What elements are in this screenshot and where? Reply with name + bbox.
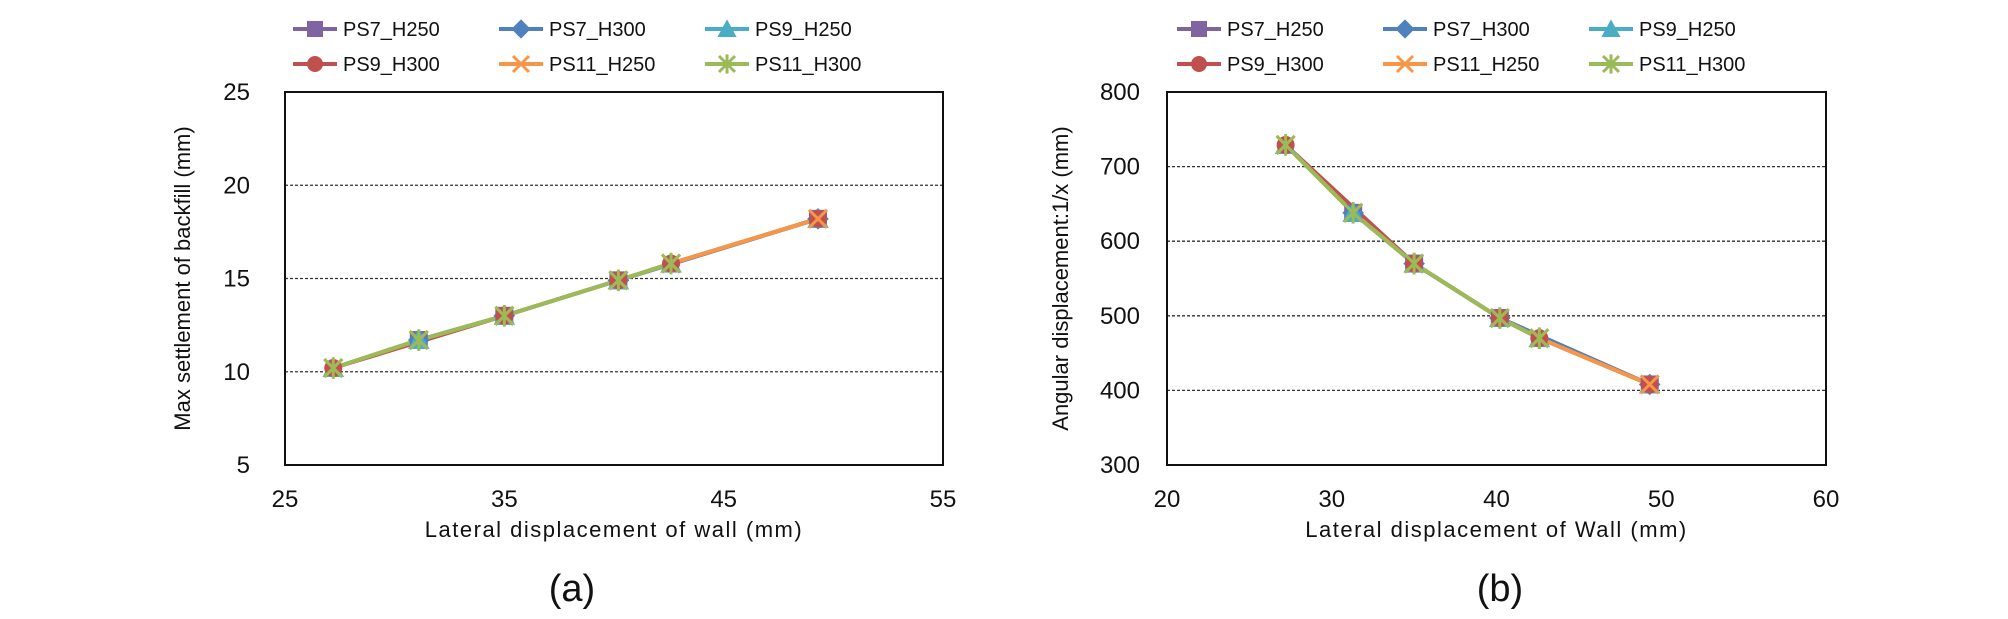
legend-label: PS11_H250 (1433, 54, 1539, 76)
series-line-ps7_h250 (1351, 211, 1651, 387)
legend-entry-ps11_h300: PS11_H300 (1589, 54, 1745, 76)
x-tick-label: 45 (710, 486, 737, 513)
legend-marker (1191, 56, 1207, 72)
chart-caption: (b) (1477, 568, 1523, 610)
legend-label: PS11_H300 (1639, 54, 1745, 76)
legend-entry-ps9_h300: PS9_H300 (1177, 54, 1324, 76)
legend-label: PS9_H250 (1639, 19, 1736, 41)
x-axis-label: Lateral displacement of wall (mm) (425, 517, 803, 542)
legend-entry-ps11_h250: PS11_H250 (499, 54, 655, 76)
x-tick-label: 60 (1813, 486, 1840, 513)
data-point-ps11_h300 (608, 269, 629, 292)
legend-marker (307, 21, 323, 37)
plot-frame (284, 91, 944, 466)
y-tick-label: 5 (237, 452, 250, 479)
y-tick-label: 700 (1100, 154, 1140, 181)
chart-a: 5 10 15 20 25 25 35 45 55 Lateral displacement of… (170, 19, 956, 610)
legend-entry-ps9_h250: PS9_H250 (705, 19, 852, 41)
series-line-ps11_h250 (1284, 143, 1651, 387)
legend-marker (717, 19, 737, 37)
legend-entry-ps11_h250: PS11_H250 (1383, 54, 1539, 76)
data-point-ps11_h300 (1404, 252, 1425, 275)
y-tick-label: 10 (223, 359, 250, 386)
data-point-ps11_h300 (1489, 307, 1510, 329)
series-line-ps7_h300 (1351, 211, 1651, 387)
legend-entry-ps11_h300: PS11_H300 (705, 54, 861, 76)
y-tick-label: 600 (1100, 228, 1140, 255)
legend-entry-ps9_h300: PS9_H300 (293, 54, 440, 76)
legend-label: PS9_H300 (1227, 54, 1324, 76)
data-point-ps11_h250 (1639, 374, 1660, 395)
y-tick-label: 300 (1100, 452, 1140, 479)
legend-entry-ps7_h300: PS7_H300 (1383, 19, 1530, 41)
data-point-ps11_h300 (323, 357, 344, 379)
legend-label: PS7_H250 (343, 19, 440, 41)
data-point-ps11_h300 (494, 305, 515, 327)
y-axis-label: Max settlement of backfill (mm) (170, 126, 195, 430)
x-tick-label: 20 (1154, 486, 1181, 513)
data-point-ps11_h300 (1275, 134, 1296, 156)
legend-label: PS11_H300 (755, 54, 861, 76)
plot-frame (1166, 91, 1827, 466)
series-line-ps9_h250 (1284, 143, 1651, 387)
legend-label: PS7_H300 (549, 19, 646, 41)
legend-entry-ps7_h250: PS7_H250 (293, 19, 440, 41)
x-tick-label: 50 (1648, 486, 1675, 513)
legend-marker (1601, 19, 1621, 37)
legend-entry-ps9_h250: PS9_H250 (1589, 19, 1736, 41)
y-axis-label: Angular displacement:1/x (mm) (1048, 126, 1073, 430)
x-tick-label: 35 (491, 486, 518, 513)
legend-label: PS7_H300 (1433, 19, 1530, 41)
x-tick-label: 25 (272, 486, 299, 513)
y-tick-label: 20 (223, 172, 250, 199)
data-point-ps11_h300 (660, 252, 682, 275)
data-point-ps11_h300 (1343, 202, 1364, 224)
y-tick-label: 800 (1100, 79, 1140, 106)
legend-marker (511, 54, 531, 74)
data-point-ps11_h300 (1529, 327, 1550, 349)
legend-label: PS9_H250 (755, 19, 852, 41)
legend-marker (1395, 19, 1415, 39)
y-tick-label: 25 (223, 79, 250, 106)
legend-entry-ps7_h250: PS7_H250 (1177, 19, 1324, 41)
legend-marker (511, 19, 531, 39)
legend-label: PS9_H300 (343, 54, 440, 76)
chart-caption: (a) (549, 568, 595, 610)
x-tick-label: 55 (930, 486, 957, 513)
y-tick-label: 400 (1100, 377, 1140, 404)
x-tick-label: 40 (1483, 486, 1510, 513)
x-axis-label: Lateral displacement of Wall (mm) (1305, 517, 1687, 542)
legend-marker (1191, 21, 1207, 37)
legend-marker (1395, 54, 1415, 74)
chart-b: 300 400 500 600 700 800 20 30 40 50 60 Lateral disp… (1048, 19, 1839, 610)
legend-marker (717, 54, 737, 74)
data-point-ps11_h300 (408, 329, 429, 351)
y-tick-label: 15 (223, 266, 250, 293)
legend-label: PS11_H250 (549, 54, 655, 76)
data-point-ps11_h250 (807, 208, 829, 229)
y-tick-label: 500 (1100, 303, 1140, 330)
legend-entry-ps7_h300: PS7_H300 (499, 19, 646, 41)
legend-label: PS7_H250 (1227, 19, 1324, 41)
series-line-ps9_h300 (1284, 143, 1651, 387)
x-tick-label: 30 (1318, 486, 1345, 513)
legend-marker (307, 56, 323, 72)
legend-marker (1601, 54, 1621, 74)
